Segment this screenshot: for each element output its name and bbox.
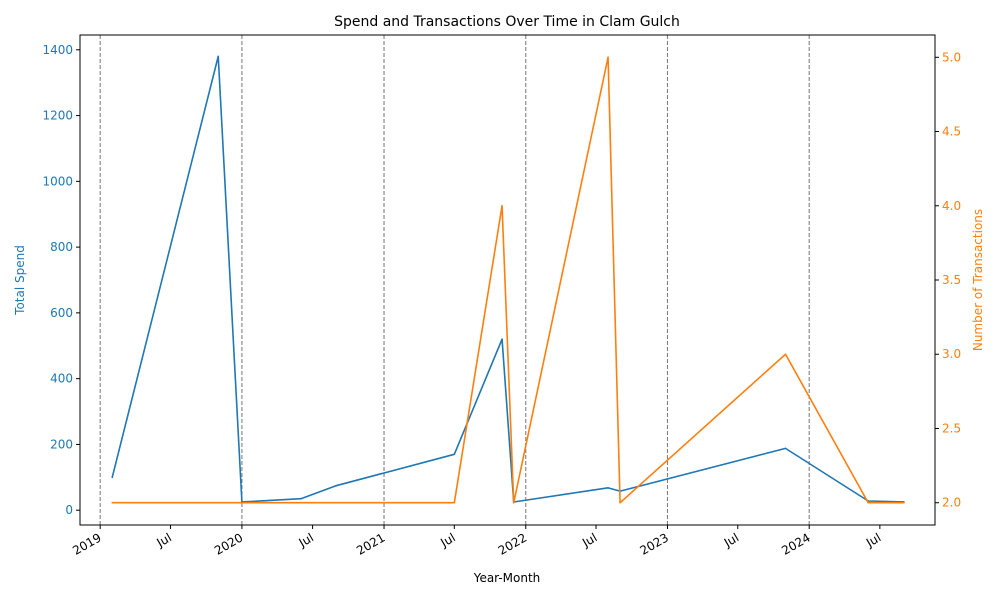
data-point-spend	[607, 487, 609, 489]
right-y-tick-label: 2.5	[942, 421, 961, 435]
data-point-spend	[335, 484, 338, 487]
x-tick-label: Jul	[579, 530, 599, 550]
left-y-tick-label: 0	[65, 503, 73, 517]
data-point-transactions	[300, 501, 302, 504]
data-point-spend	[453, 453, 456, 456]
data-point-spend	[784, 447, 787, 450]
data-point-transactions	[217, 501, 220, 504]
data-point-transactions	[501, 204, 503, 207]
x-axis-title: Year-Month	[473, 571, 541, 585]
right-y-axis-ticks: 2.0 2.5 3.0 3.5 4.0 4.5 5.0	[935, 50, 961, 510]
data-point-transactions	[607, 56, 609, 59]
series-lines	[111, 55, 905, 504]
data-point-transactions	[111, 501, 114, 504]
left-y-tick-label: 200	[50, 437, 73, 451]
data-point-transactions	[241, 501, 243, 504]
right-y-tick-label: 2.0	[942, 496, 961, 510]
left-y-tick-label: 1000	[42, 174, 73, 188]
x-tick-label: Jul	[721, 530, 741, 550]
x-tick-label: Jul	[863, 530, 883, 550]
data-point-transactions	[867, 501, 870, 504]
x-tick-label: Jul	[437, 530, 457, 550]
data-point-transactions	[784, 353, 787, 356]
right-y-tick-label: 3.5	[942, 273, 961, 287]
left-y-tick-label: 800	[50, 240, 73, 254]
data-point-transactions	[619, 501, 621, 504]
chart-title: Spend and Transactions Over Time in Clam…	[334, 14, 680, 30]
data-point-transactions	[453, 501, 456, 504]
left-y-axis-ticks: 0 200 400 600 800 1000 1200 1400	[42, 43, 80, 517]
left-y-tick-label: 600	[50, 306, 73, 320]
x-tick-label: Jul	[154, 530, 174, 550]
data-point-transactions	[903, 501, 905, 504]
x-tick-label: Jul	[296, 530, 316, 550]
data-point-spend	[217, 55, 220, 58]
right-y-tick-label: 5.0	[942, 50, 961, 64]
data-point-spend	[111, 476, 114, 479]
data-point-spend	[300, 497, 302, 500]
left-y-tick-label: 1200	[42, 109, 73, 123]
data-point-transactions	[512, 501, 515, 504]
left-y-tick-label: 1400	[42, 43, 73, 57]
left-y-axis-title: Total Spend	[13, 245, 27, 316]
data-point-transactions	[335, 501, 338, 504]
right-y-tick-label: 3.0	[942, 347, 961, 361]
right-y-tick-label: 4.5	[942, 125, 961, 139]
right-y-axis-title: Number of Transactions	[971, 209, 985, 351]
left-y-tick-label: 400	[50, 372, 73, 386]
data-point-spend	[501, 338, 503, 340]
right-y-tick-label: 4.0	[942, 199, 961, 213]
